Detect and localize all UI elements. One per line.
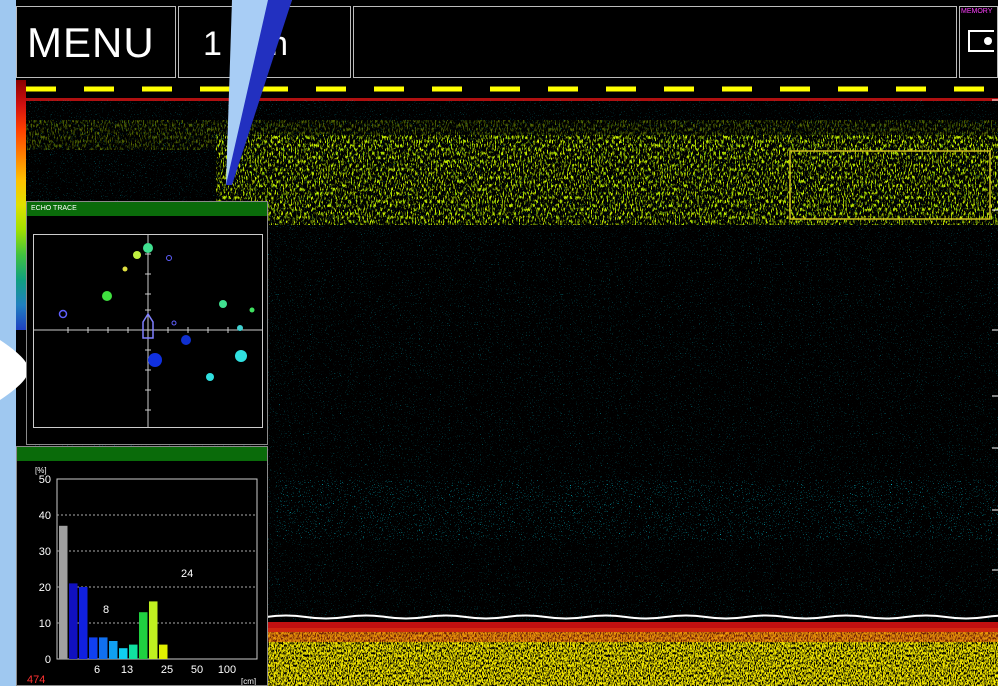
histogram-bar [109,641,118,659]
depth-display: 1 .6m [178,6,351,78]
echo-trace-plot [33,234,263,428]
y-unit-label: [%] [35,466,47,475]
selection-box [789,150,991,220]
y-tick-label: 0 [45,654,51,666]
histogram-bar [119,648,128,659]
menu-label: MENU [27,19,155,66]
info-box [353,6,957,78]
histogram-bar [69,583,78,659]
histogram-bar [159,644,168,659]
histogram-bar [99,637,108,659]
memory-card-icon[interactable] [968,30,994,52]
boat-icon [142,312,154,339]
annotation-8: 8 [103,604,109,616]
echo-trace-title: ECHO TRACE [31,205,77,212]
histogram-bar [89,637,98,659]
y-tick-label: 20 [39,582,51,594]
histogram-header [17,447,267,461]
histogram-bar [79,587,88,659]
histogram-bar [149,601,158,659]
sample-count: 474 [27,674,45,685]
side-callout-bubble [0,340,29,400]
histogram-bar [129,644,138,659]
x-tick-label: 100 [218,664,236,676]
x-tick-label: 6 [94,664,100,676]
left-edge-strip [0,0,16,686]
annotation-24: 24 [181,568,193,580]
y-tick-label: 50 [39,474,51,486]
y-tick-label: 40 [39,510,51,522]
fish-size-histogram-panel: [%] 50 40 30 20 10 0 6 13 25 50 100 24 8 474 [cm] [16,446,268,686]
color-scale-bar [16,80,26,330]
x-tick-label: 13 [121,664,133,676]
echo-trace-panel: ECHO TRACE [26,201,268,445]
depth-value: 1 .6m [203,25,289,63]
x-tick-label: 25 [161,664,173,676]
x-tick-label: 50 [191,664,203,676]
histogram-bar [59,525,68,659]
y-tick-label: 30 [39,546,51,558]
y-tick-label: 10 [39,618,51,630]
menu-button[interactable]: MENU [16,6,176,78]
x-unit-label: [cm] [241,677,256,685]
memory-label: MEMORY [961,8,993,15]
histogram-bar [139,612,148,659]
echo-trace-header [27,202,267,216]
